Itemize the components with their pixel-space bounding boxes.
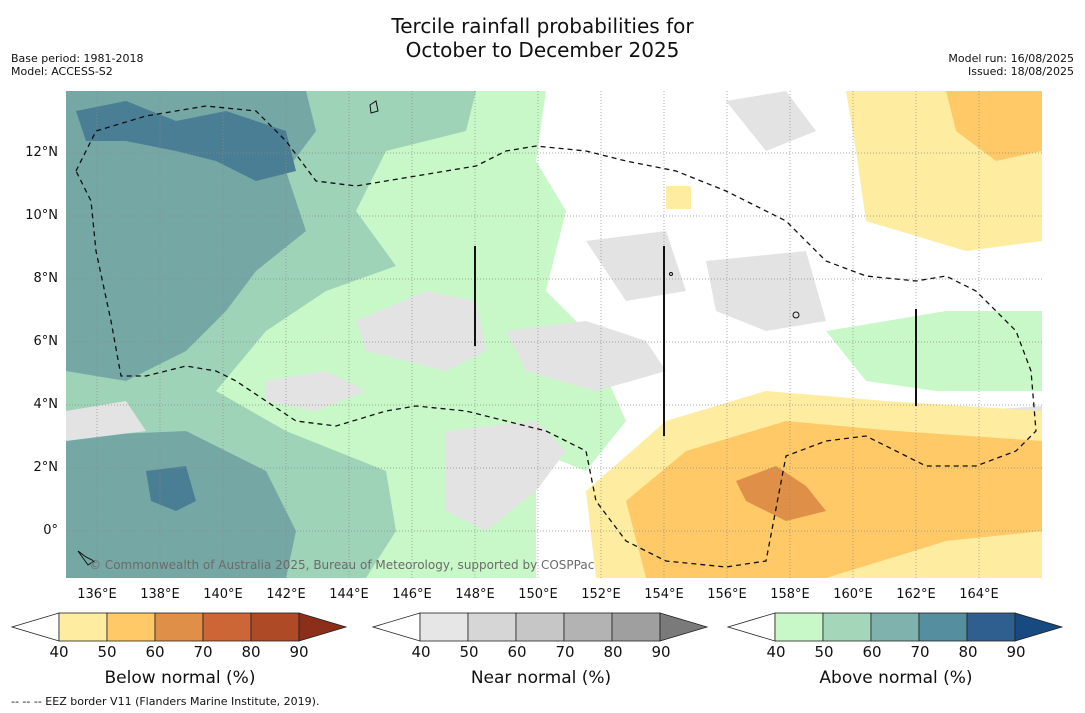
colorbar-segment [58, 612, 108, 642]
lat-label-2n: 2°N [33, 460, 59, 475]
near-normal-region-7 [726, 91, 816, 151]
colorbar-segment [918, 612, 968, 642]
base-period: Base period: 1981-2018 [11, 52, 144, 65]
below-tick-70: 70 [193, 643, 213, 661]
below-normal-60-south-region [626, 421, 1042, 578]
colorbar-segment [419, 612, 469, 642]
lon-label-154e: 154°E [644, 587, 684, 602]
near-normal-region-4 [446, 421, 566, 531]
lon-label-158e: 158°E [770, 587, 810, 602]
near-tick-50: 50 [459, 643, 479, 661]
colorbar-segment [250, 612, 300, 642]
colorbar-above-normal [726, 612, 1064, 642]
copyright-notice: © Commonwealth of Australia 2025, Bureau… [89, 558, 595, 572]
colorbar-min-extension [371, 612, 421, 642]
above-tick-70: 70 [910, 643, 930, 661]
below-normal-60-east-region [946, 91, 1042, 161]
colorbar-max-extension [1014, 612, 1064, 642]
map-canvas [66, 91, 1042, 578]
eez-border-palau-fsm [75, 105, 1037, 568]
colorbar-segment [154, 612, 204, 642]
colorbar-near-normal-label: Near normal (%) [470, 668, 612, 688]
below-tick-90: 90 [289, 643, 309, 661]
below-tick-50: 50 [97, 643, 117, 661]
below-normal-small-region [666, 186, 691, 209]
lon-label-160e: 160°E [833, 587, 873, 602]
lon-label-140e: 140°E [203, 587, 243, 602]
title-line-2: October to December 2025 [405, 38, 680, 62]
colorbar-max-extension [298, 612, 348, 642]
colorbar-min-extension [726, 612, 776, 642]
map-title: Tercile rainfall probabilities for Octob… [0, 14, 1085, 62]
lat-label-6n: 6°N [33, 334, 59, 349]
near-normal-region-5 [586, 231, 686, 301]
lon-label-144e: 144°E [329, 587, 369, 602]
colorbar-segment [106, 612, 156, 642]
below-tick-60: 60 [145, 643, 165, 661]
colorbar-min-extension [10, 612, 60, 642]
near-normal-region-1 [356, 291, 486, 371]
lat-label-8n: 8°N [33, 271, 59, 286]
rainfall-probability-map [66, 91, 1042, 578]
lon-label-136e: 136°E [77, 587, 117, 602]
lon-label-138e: 138°E [140, 587, 180, 602]
colorbar-max-extension [659, 612, 709, 642]
near-normal-region-8 [66, 401, 146, 441]
above-tick-90: 90 [1006, 643, 1026, 661]
lat-label-4n: 4°N [33, 397, 59, 412]
meta-left: Base period: 1981-2018 Model: ACCESS-S2 [11, 52, 143, 78]
lat-label-10n: 10°N [25, 208, 58, 223]
near-normal-region-6 [706, 251, 826, 331]
colorbar-segment [822, 612, 872, 642]
above-tick-40: 40 [766, 643, 786, 661]
model-name: Model: ACCESS-S2 [11, 65, 113, 78]
eez-footnote: -- -- -- EEZ border V11 (Flanders Marine… [11, 695, 320, 708]
lon-label-150e: 150°E [518, 587, 558, 602]
lon-label-148e: 148°E [455, 587, 495, 602]
lon-label-156e: 156°E [707, 587, 747, 602]
lat-label-0: 0° [43, 523, 58, 538]
near-normal-region-3 [266, 371, 366, 411]
colorbar-below-normal [10, 612, 348, 642]
colorbar-segment [202, 612, 252, 642]
below-normal-70-region [736, 466, 826, 521]
colorbar-segment [467, 612, 517, 642]
meta-right: Model run: 16/08/2025 Issued: 18/08/2025 [948, 52, 1074, 78]
lat-label-12n: 12°N [25, 145, 58, 160]
colorbar-segment [870, 612, 920, 642]
near-tick-90: 90 [651, 643, 671, 661]
title-line-1: Tercile rainfall probabilities for [391, 14, 694, 38]
colorbar-near-normal [371, 612, 709, 642]
near-tick-70: 70 [555, 643, 575, 661]
above-tick-50: 50 [814, 643, 834, 661]
colorbar-segment [966, 612, 1016, 642]
colorbar-above-normal-label: Above normal (%) [819, 668, 973, 688]
below-tick-40: 40 [49, 643, 69, 661]
lon-label-164e: 164°E [959, 587, 999, 602]
lon-label-146e: 146°E [392, 587, 432, 602]
model-run-date: Model run: 16/08/2025 [948, 52, 1074, 65]
below-tick-80: 80 [241, 643, 261, 661]
above-normal-80-south-region [146, 466, 196, 511]
colorbars-graphic [10, 612, 1064, 642]
above-tick-60: 60 [862, 643, 882, 661]
colorbar-below-normal-label: Below normal (%) [104, 668, 256, 688]
near-normal-region-2 [506, 321, 666, 391]
lon-label-152e: 152°E [581, 587, 621, 602]
above-tick-80: 80 [958, 643, 978, 661]
above-normal-east-region [826, 311, 1042, 391]
colorbar-segment [611, 612, 661, 642]
lon-label-142e: 142°E [266, 587, 306, 602]
lon-label-162e: 162°E [896, 587, 936, 602]
island-outlines [77, 100, 800, 566]
near-tick-40: 40 [411, 643, 431, 661]
near-tick-60: 60 [507, 643, 527, 661]
near-tick-80: 80 [603, 643, 623, 661]
colorbar-segment [774, 612, 824, 642]
issued-date: Issued: 18/08/2025 [967, 65, 1074, 78]
colorbar-segment [563, 612, 613, 642]
colorbar-segment [515, 612, 565, 642]
